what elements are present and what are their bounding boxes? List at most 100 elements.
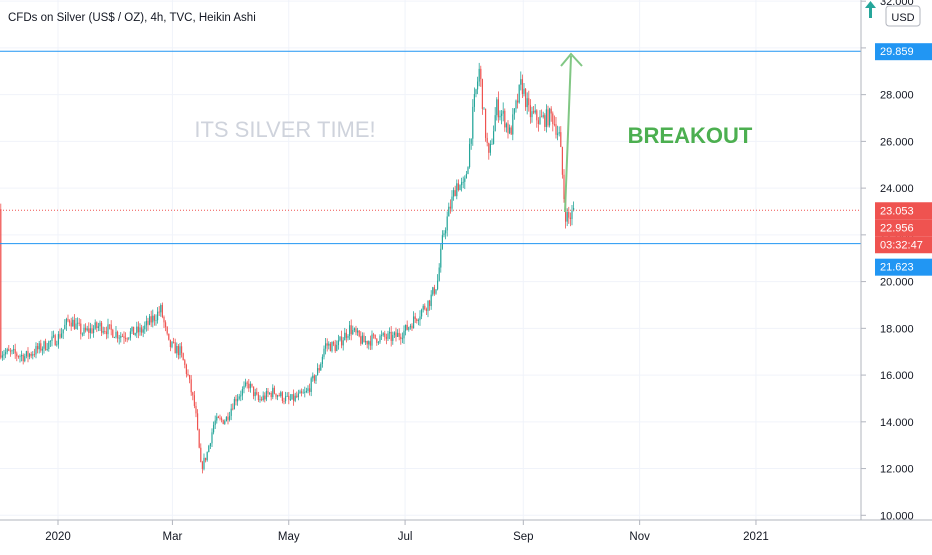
candle-body <box>491 143 493 145</box>
candle-body <box>155 320 157 321</box>
countdown-tag <box>875 236 932 254</box>
candle-body <box>545 109 547 127</box>
candle-body <box>292 394 295 401</box>
candle-body <box>553 124 555 125</box>
candle-body <box>89 328 91 333</box>
candle-body <box>451 196 453 209</box>
candle-body <box>424 305 426 309</box>
candle-body <box>19 356 21 358</box>
candle-body <box>267 391 269 394</box>
candle-body <box>401 338 403 340</box>
candle-body <box>188 375 191 380</box>
candle-body <box>235 399 237 402</box>
candle-body <box>308 388 311 392</box>
candle-body <box>246 382 248 384</box>
candle-body <box>128 337 130 339</box>
candle-body <box>558 132 560 134</box>
candle-body <box>57 334 59 345</box>
candle-body <box>147 320 149 325</box>
candle-body <box>86 328 88 331</box>
candle-body <box>262 395 264 400</box>
candle-body <box>144 325 146 330</box>
candle-body <box>254 392 256 397</box>
x-tick-label: 2020 <box>45 531 71 543</box>
candle-body <box>320 363 322 371</box>
candle-body <box>289 399 291 401</box>
candle-body <box>139 327 141 333</box>
candle-body <box>302 392 304 394</box>
candle-body <box>472 106 474 139</box>
candle-body <box>502 110 504 114</box>
candle-body <box>78 322 80 324</box>
candle-body <box>419 316 421 321</box>
y-tick-label: 20.000 <box>880 277 914 289</box>
candle-body <box>499 115 501 118</box>
candle-body <box>176 345 178 354</box>
candle-body <box>286 395 288 397</box>
candle-body <box>315 375 317 381</box>
candle-body <box>118 337 120 339</box>
candle-body <box>104 331 106 332</box>
candle-body <box>515 100 517 109</box>
prev-price-tag <box>875 219 932 237</box>
candle-body <box>120 336 122 338</box>
candle-body <box>417 320 419 321</box>
candle-body <box>307 388 309 391</box>
candle-body <box>107 324 109 335</box>
candle-body <box>336 345 338 352</box>
candle-body <box>88 328 90 333</box>
candle-body <box>185 364 187 374</box>
y-tick-label: 32.000 <box>880 0 914 8</box>
candle-body <box>112 329 114 338</box>
candle-body <box>352 330 354 335</box>
candle-body <box>563 174 565 199</box>
candle-body <box>440 248 442 268</box>
candle-body <box>344 332 346 341</box>
candle-body <box>432 287 434 295</box>
candle-body <box>97 326 99 328</box>
candle-body <box>347 335 349 338</box>
candle-body <box>252 386 255 397</box>
candle-body <box>83 327 85 334</box>
candle-body <box>164 322 167 327</box>
candle-body <box>552 113 554 125</box>
candle-body <box>280 392 282 396</box>
candle-body <box>385 337 387 339</box>
candle-body <box>203 457 205 470</box>
candle-body <box>177 345 179 356</box>
candle-body <box>20 354 23 357</box>
candle-body <box>433 287 435 294</box>
candle-body <box>488 142 490 153</box>
candle-body <box>478 68 480 82</box>
candle-body <box>312 375 314 379</box>
candle-body <box>228 415 231 420</box>
candle-body <box>84 327 87 331</box>
candle-body <box>100 322 103 333</box>
currency-label: USD <box>891 12 914 24</box>
y-tick-label: 18.000 <box>880 323 914 335</box>
candle-body <box>145 320 147 326</box>
candle-body <box>92 328 95 333</box>
candle-body <box>284 396 287 402</box>
candle-body <box>396 332 399 337</box>
y-tick-label: 26.000 <box>880 136 914 148</box>
x-tick-label: May <box>278 531 300 543</box>
candle-body <box>449 206 451 209</box>
currency-badge[interactable]: USD <box>885 5 921 27</box>
candle-body <box>158 311 160 313</box>
candle-body <box>168 333 170 340</box>
candle-body <box>323 348 325 357</box>
candle-body <box>241 389 243 396</box>
candle-body <box>422 305 424 310</box>
candle-body <box>14 349 16 354</box>
candle-body <box>448 206 450 217</box>
support-price-tag <box>875 258 932 276</box>
candle-body <box>268 393 271 394</box>
candle-body <box>270 393 272 398</box>
candle-body <box>99 322 101 327</box>
candle-body <box>348 325 351 336</box>
candle-body <box>404 324 407 331</box>
candle-body <box>473 94 475 107</box>
candle-body <box>356 330 359 333</box>
candle-body <box>121 336 123 338</box>
